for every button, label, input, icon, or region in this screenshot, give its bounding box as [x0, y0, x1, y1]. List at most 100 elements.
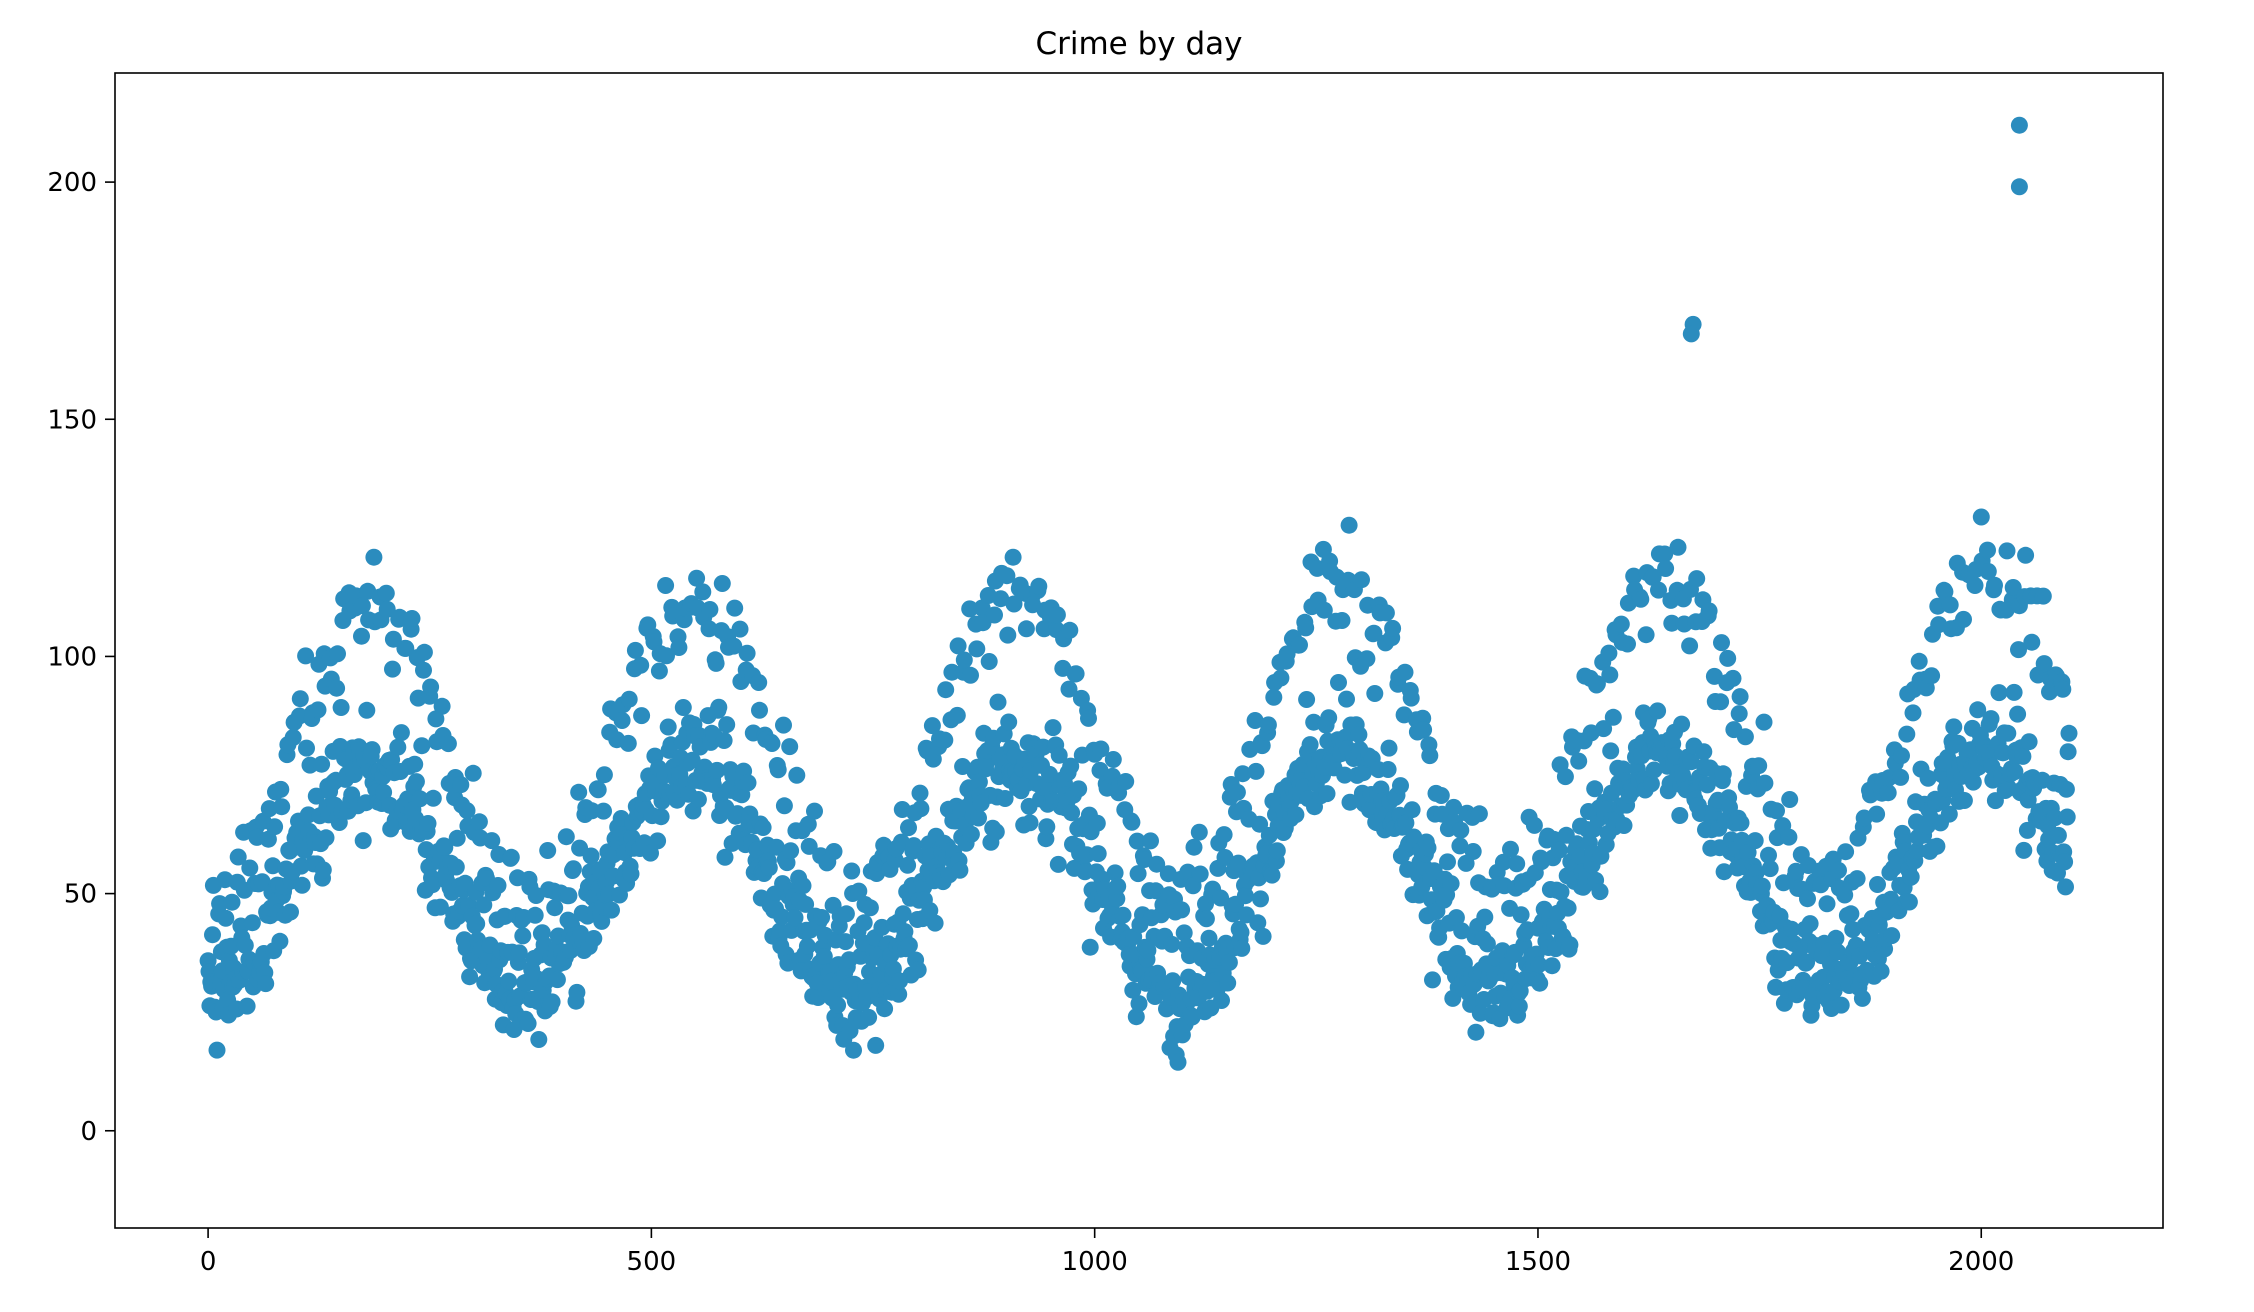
data-point [962, 825, 980, 843]
data-point [911, 784, 929, 802]
data-point [996, 790, 1014, 807]
data-point [1088, 814, 1106, 832]
data-point [726, 599, 744, 617]
data-point [413, 737, 431, 755]
data-point [1637, 626, 1655, 644]
data-point [937, 681, 955, 699]
data-point [1415, 721, 1433, 739]
data-point [613, 712, 631, 729]
data-point [815, 948, 833, 965]
data-point [1928, 837, 1946, 855]
data-point [1128, 832, 1146, 850]
data-point [489, 877, 507, 894]
data-point [843, 862, 861, 880]
data-point [2057, 780, 2075, 798]
data-point [1595, 720, 1613, 738]
data-point [1445, 798, 1463, 816]
x-tick-label: 0 [200, 1247, 217, 1277]
data-point [713, 575, 731, 592]
data-point [1265, 688, 1283, 706]
data-point [1619, 635, 1636, 653]
data-point [650, 662, 668, 680]
data-point [1396, 663, 1414, 681]
data-point [1452, 821, 1470, 839]
data-point [272, 780, 290, 798]
data-point [1731, 688, 1749, 706]
data-point [1377, 604, 1395, 622]
data-point [403, 610, 421, 627]
data-point [1081, 938, 1099, 956]
data-point [2018, 821, 2036, 839]
data-point [468, 915, 486, 933]
data-point [1883, 927, 1901, 945]
x-tick-label: 1000 [1062, 1247, 1128, 1277]
data-point [407, 773, 425, 791]
data-point [1715, 863, 1733, 881]
data-point [1645, 761, 1663, 779]
data-point [1067, 665, 1085, 683]
data-point [797, 895, 815, 913]
data-point [397, 639, 415, 657]
data-point [876, 1000, 894, 1018]
y-axis: 0 50 100 150 200 [47, 168, 115, 1147]
data-point [1060, 680, 1078, 698]
data-points [199, 116, 2078, 1071]
data-point [223, 893, 241, 911]
data-point [1799, 890, 1816, 908]
data-point [1923, 667, 1941, 685]
data-point [731, 620, 749, 638]
data-point [1397, 814, 1415, 832]
data-point [582, 847, 600, 865]
data-point [1278, 645, 1296, 663]
data-point [751, 701, 768, 719]
data-point [1714, 765, 1732, 783]
data-point [273, 798, 291, 816]
data-point [1941, 596, 1959, 614]
data-point [799, 815, 817, 833]
data-point [1761, 860, 1779, 878]
data-point [1287, 806, 1305, 824]
data-point [1447, 909, 1465, 927]
data-point [949, 637, 967, 655]
data-point [1801, 915, 1819, 933]
data-point [1632, 590, 1650, 608]
data-point [415, 643, 433, 661]
data-point [1919, 769, 1937, 787]
data-point [1129, 865, 1147, 883]
data-point [986, 606, 1003, 624]
data-point [923, 717, 941, 735]
data-point [1982, 710, 2000, 728]
data-point [1050, 746, 1068, 764]
data-point [1185, 838, 1203, 856]
data-point [912, 800, 930, 818]
data-point [783, 921, 800, 939]
data-point [433, 697, 451, 715]
data-point [447, 858, 465, 876]
data-point [1380, 739, 1398, 757]
data-point [1695, 743, 1713, 761]
data-point [659, 718, 677, 736]
data-point [297, 647, 315, 665]
data-point [1215, 826, 1233, 844]
data-point [1936, 583, 1954, 601]
data-point [332, 699, 350, 716]
y-tick-label: 0 [80, 1117, 97, 1147]
data-point [1671, 807, 1689, 824]
data-point [649, 832, 667, 850]
data-point [1106, 864, 1124, 882]
data-point [1719, 649, 1737, 667]
data-point [378, 600, 396, 618]
data-point [365, 548, 383, 566]
data-point [1571, 847, 1589, 865]
data-point [1467, 1023, 1485, 1041]
data-point [632, 656, 650, 674]
data-point [452, 776, 470, 794]
data-point [1478, 935, 1496, 953]
data-point [1990, 684, 2008, 702]
data-point [1525, 816, 1543, 834]
data-point [1354, 764, 1372, 782]
data-point [1365, 624, 1383, 642]
data-point [1869, 876, 1886, 893]
data-point [375, 783, 393, 801]
